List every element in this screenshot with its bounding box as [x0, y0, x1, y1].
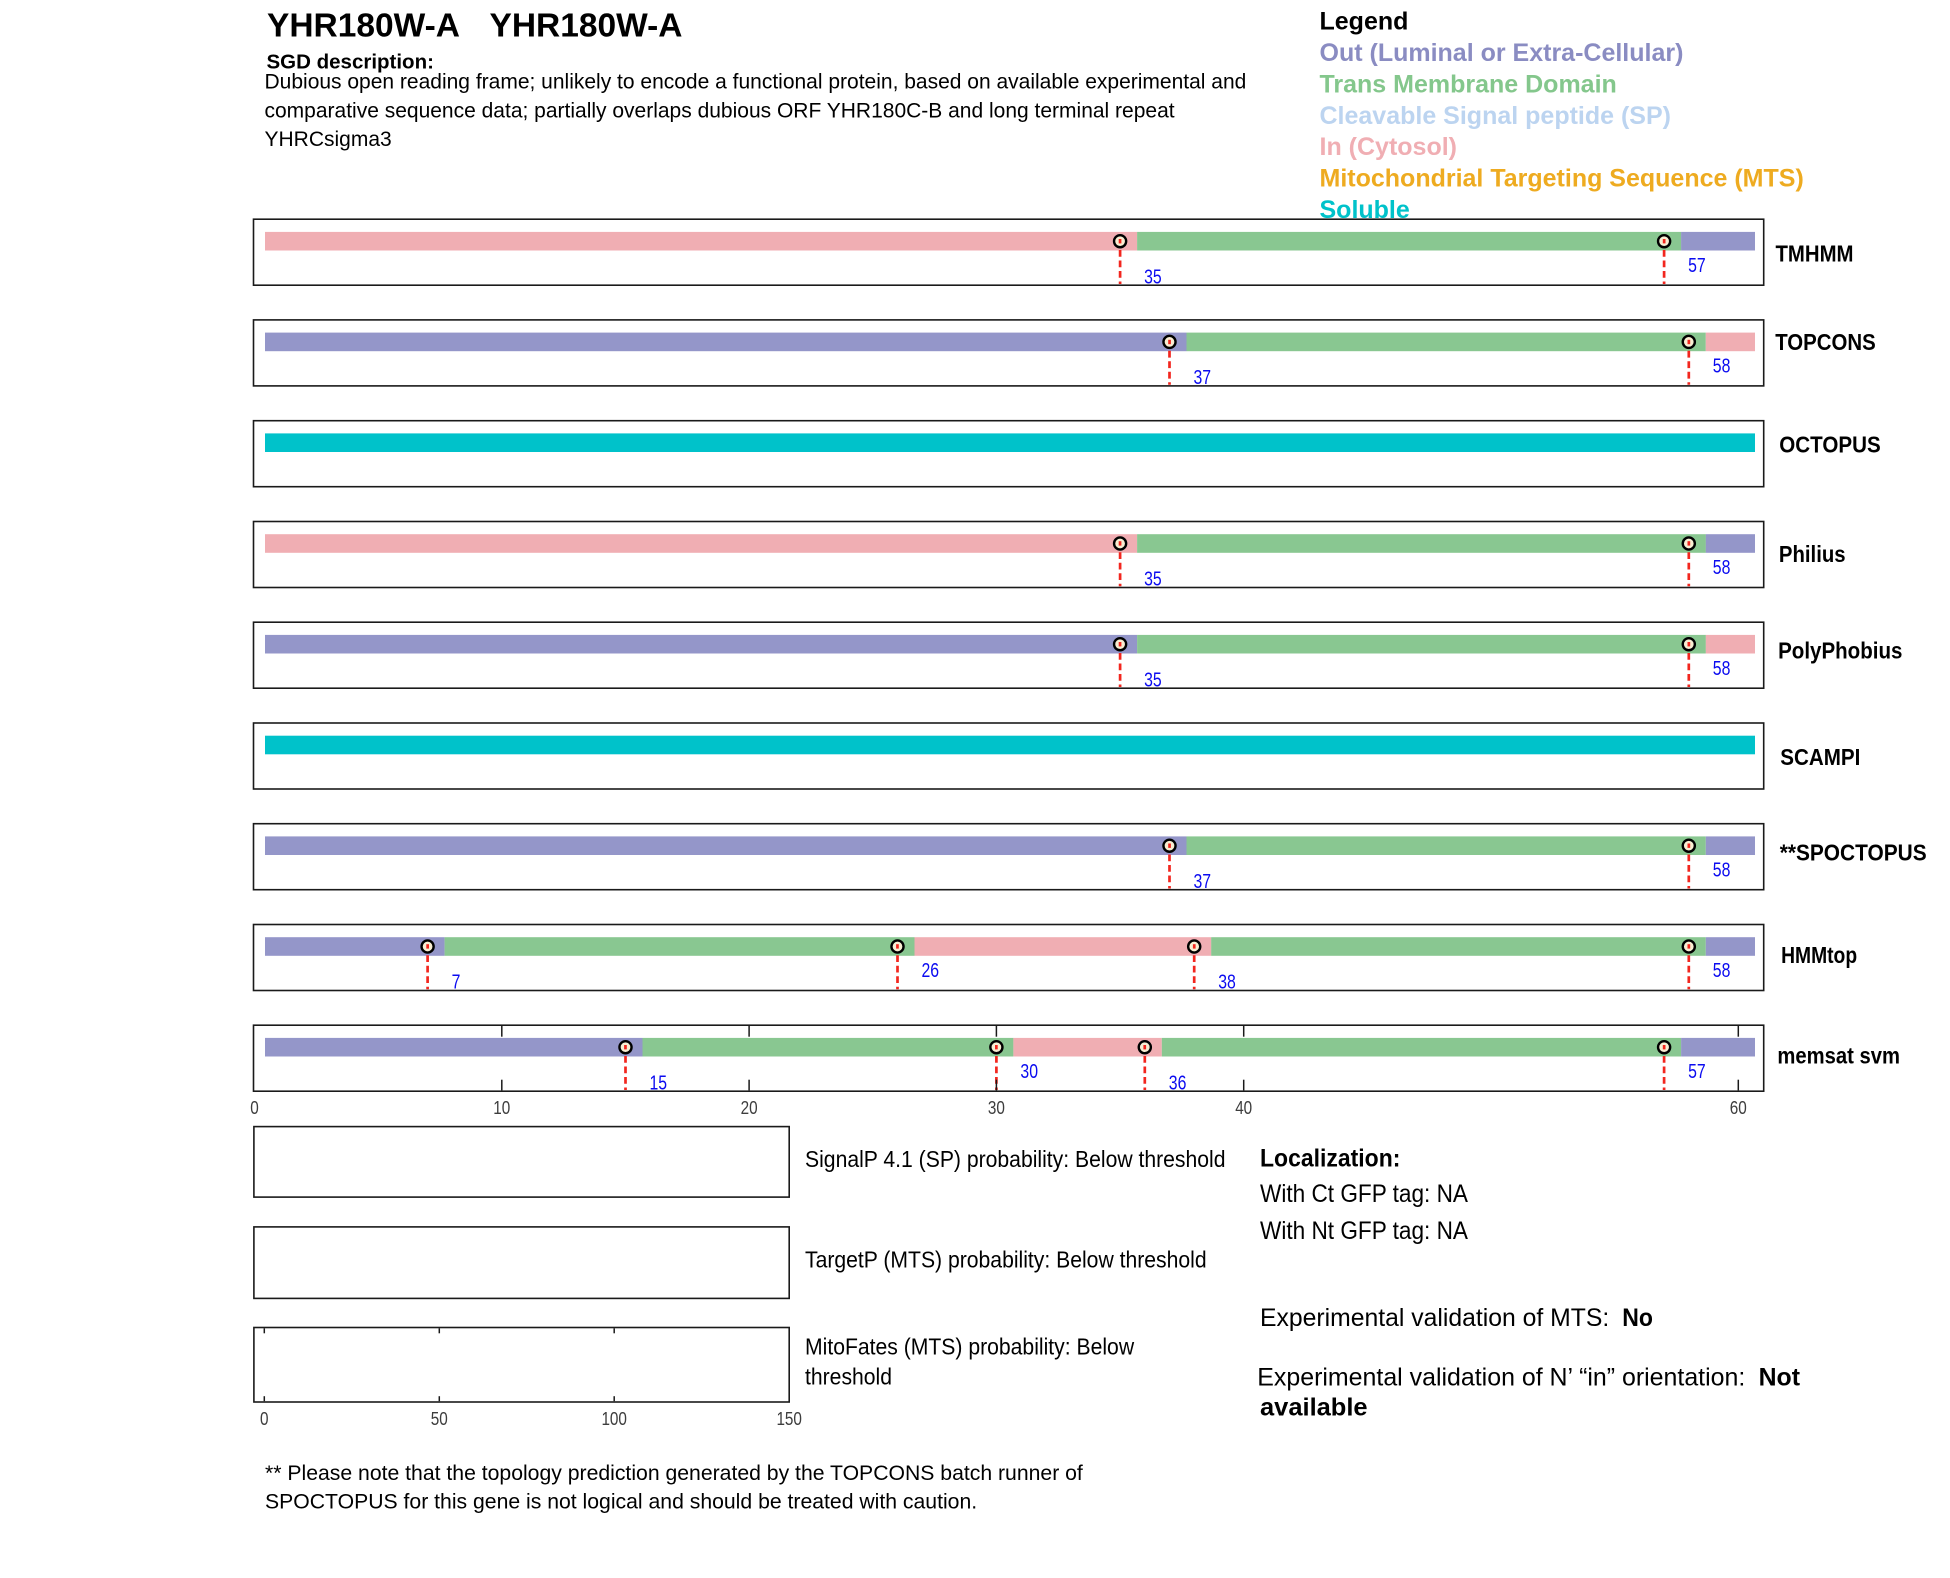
svg-text:35: 35 — [1144, 668, 1162, 691]
svg-text:30: 30 — [988, 1098, 1005, 1118]
svg-text:comparative sequence data; par: comparative sequence data; partially ove… — [265, 99, 1175, 122]
svg-text:Philius: Philius — [1779, 541, 1846, 567]
svg-text:15: 15 — [650, 1071, 668, 1094]
svg-text:MitoFates (MTS) probability: B: MitoFates (MTS) probability: Below — [805, 1333, 1134, 1359]
svg-text:50: 50 — [431, 1409, 448, 1429]
svg-text:SGD description:: SGD description: — [267, 50, 434, 73]
svg-text:No: No — [1622, 1304, 1653, 1332]
svg-text:100: 100 — [601, 1409, 627, 1429]
svg-text:threshold: threshold — [805, 1363, 892, 1389]
svg-text:57: 57 — [1688, 1060, 1706, 1083]
svg-text:35: 35 — [1144, 265, 1162, 288]
svg-text:40: 40 — [1235, 1098, 1252, 1118]
svg-text:memsat svm: memsat svm — [1777, 1043, 1900, 1069]
svg-text:Trans Membrane Domain: Trans Membrane Domain — [1320, 70, 1617, 98]
svg-text:10: 10 — [493, 1098, 510, 1118]
svg-text:35: 35 — [1144, 568, 1162, 591]
svg-text:36: 36 — [1169, 1071, 1187, 1094]
svg-text:Not: Not — [1759, 1363, 1801, 1391]
svg-text:Out (Luminal or Extra-Cellular: Out (Luminal or Extra-Cellular) — [1320, 39, 1684, 67]
svg-text:SPOCTOPUS for this gene is not: SPOCTOPUS for this gene is not logical a… — [265, 1491, 977, 1514]
svg-text:TargetP (MTS) probability: Bel: TargetP (MTS) probability: Below thresho… — [805, 1247, 1207, 1273]
svg-text:available: available — [1260, 1394, 1368, 1422]
svg-text:30: 30 — [1020, 1060, 1038, 1083]
svg-text:With Nt GFP tag: NA: With Nt GFP tag: NA — [1260, 1217, 1468, 1245]
svg-text:In (Cytosol): In (Cytosol) — [1320, 133, 1458, 161]
svg-text:58: 58 — [1713, 959, 1731, 982]
svg-text:60: 60 — [1730, 1098, 1747, 1118]
svg-text:OCTOPUS: OCTOPUS — [1779, 432, 1880, 458]
svg-text:57: 57 — [1688, 254, 1706, 277]
svg-text:Dubious open reading frame; un: Dubious open reading frame; unlikely to … — [265, 71, 1247, 94]
svg-text:58: 58 — [1713, 657, 1731, 680]
svg-text:TOPCONS: TOPCONS — [1775, 329, 1876, 355]
svg-text:58: 58 — [1713, 355, 1731, 378]
svg-text:HMMtop: HMMtop — [1781, 942, 1857, 968]
svg-text:Cleavable Signal peptide (SP): Cleavable Signal peptide (SP) — [1320, 102, 1671, 130]
svg-text:PolyPhobius: PolyPhobius — [1778, 638, 1902, 664]
svg-text:Experimental validation of MTS: Experimental validation of MTS: — [1260, 1304, 1609, 1332]
svg-text:58: 58 — [1713, 556, 1731, 579]
svg-text:YHR180W-A: YHR180W-A — [267, 7, 460, 44]
svg-text:20: 20 — [741, 1098, 758, 1118]
svg-text:0: 0 — [260, 1409, 269, 1429]
svg-text:Experimental validation of N’: Experimental validation of N’ “in” orien… — [1257, 1363, 1745, 1391]
svg-text:58: 58 — [1713, 858, 1731, 881]
svg-text:**SPOCTOPUS: **SPOCTOPUS — [1780, 840, 1927, 866]
svg-text:150: 150 — [776, 1409, 802, 1429]
svg-text:SCAMPI: SCAMPI — [1780, 744, 1860, 770]
svg-text:38: 38 — [1218, 971, 1236, 994]
svg-text:Localization:: Localization: — [1260, 1145, 1400, 1173]
svg-text:Legend: Legend — [1320, 7, 1409, 35]
svg-text:26: 26 — [922, 959, 940, 982]
svg-text:With Ct GFP tag: NA: With Ct GFP tag: NA — [1260, 1180, 1468, 1208]
svg-text:37: 37 — [1194, 366, 1212, 389]
svg-text:TMHMM: TMHMM — [1776, 240, 1854, 266]
svg-text:YHRCsigma3: YHRCsigma3 — [265, 128, 392, 151]
svg-text:SignalP 4.1 (SP) probability:: SignalP 4.1 (SP) probability: Below thre… — [805, 1146, 1226, 1172]
svg-text:** Please note that the topolo: ** Please note that the topology predict… — [265, 1462, 1083, 1485]
svg-text:YHR180W-A: YHR180W-A — [490, 7, 683, 44]
svg-text:Mitochondrial Targeting Sequen: Mitochondrial Targeting Sequence (MTS) — [1320, 165, 1804, 193]
svg-text:37: 37 — [1194, 870, 1212, 893]
svg-text:7: 7 — [452, 971, 461, 994]
svg-text:0: 0 — [250, 1098, 259, 1118]
